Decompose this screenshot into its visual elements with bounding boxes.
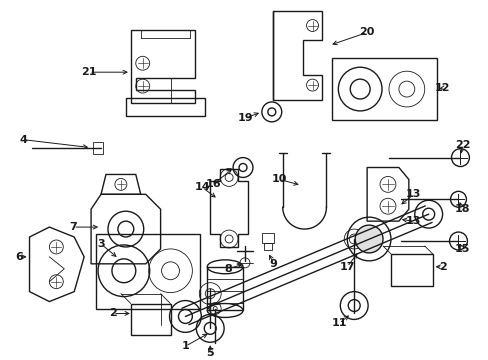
Text: 16: 16 <box>205 179 221 189</box>
Text: 11: 11 <box>331 318 346 328</box>
Bar <box>262 233 273 243</box>
Text: 6: 6 <box>16 252 23 262</box>
Bar <box>207 267 243 310</box>
Text: 20: 20 <box>359 27 374 37</box>
Text: 1: 1 <box>181 341 189 351</box>
Text: 17: 17 <box>339 262 354 272</box>
Bar <box>390 254 432 286</box>
Text: 22: 22 <box>454 140 469 150</box>
Bar <box>332 58 436 120</box>
Bar <box>96 234 200 309</box>
Circle shape <box>354 225 382 253</box>
Text: 19: 19 <box>238 113 253 123</box>
Text: 13: 13 <box>405 216 421 226</box>
Text: 14: 14 <box>194 183 210 192</box>
Text: 4: 4 <box>20 135 27 145</box>
Text: 3: 3 <box>97 239 104 249</box>
Text: 5: 5 <box>206 348 214 358</box>
Text: 18: 18 <box>454 204 469 214</box>
Text: 2: 2 <box>109 309 117 319</box>
Bar <box>264 243 271 250</box>
Text: 10: 10 <box>271 175 287 184</box>
Text: 7: 7 <box>69 222 77 232</box>
Text: 12: 12 <box>434 83 449 93</box>
Text: 15: 15 <box>454 244 469 254</box>
Text: 13: 13 <box>405 189 421 199</box>
Text: 9: 9 <box>269 259 277 269</box>
Bar <box>93 142 103 154</box>
Text: 21: 21 <box>81 67 97 77</box>
Bar <box>125 98 205 116</box>
Text: 8: 8 <box>224 264 231 274</box>
Text: 2: 2 <box>438 262 446 272</box>
Bar <box>131 303 170 335</box>
